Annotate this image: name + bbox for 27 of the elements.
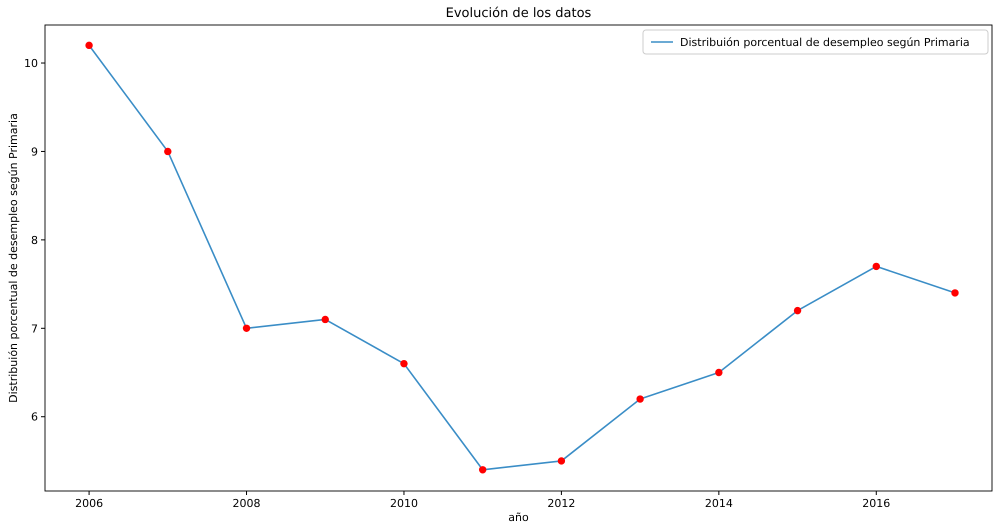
point <box>242 324 250 332</box>
y-tick-label: 10 <box>24 57 38 70</box>
point <box>85 42 93 50</box>
x-tick-label: 2014 <box>704 497 733 510</box>
point <box>400 360 408 368</box>
legend-label: Distribuión porcentual de desempleo según Primaria <box>680 36 970 49</box>
point <box>715 368 723 376</box>
point <box>164 148 172 156</box>
x-tick-label: 2006 <box>75 497 104 510</box>
point <box>794 306 802 314</box>
y-tick-label: 9 <box>31 145 38 158</box>
chart-title: Evolución de los datos <box>446 6 592 21</box>
y-tick-label: 8 <box>31 234 38 247</box>
x-axis-title: año <box>508 511 529 524</box>
point <box>636 395 644 403</box>
y-tick-label: 6 <box>31 410 38 424</box>
x-tick-label: 2010 <box>390 497 418 510</box>
point <box>322 316 329 324</box>
y-axis-title: Distribuión porcentual de desempleo según Primaria <box>7 113 20 403</box>
point <box>478 466 486 474</box>
point <box>558 457 566 465</box>
point <box>872 262 880 270</box>
point <box>951 289 959 297</box>
x-tick-label: 2012 <box>547 497 576 510</box>
y-tick-label: 7 <box>31 322 38 336</box>
x-tick-label: 2016 <box>862 497 890 510</box>
x-tick-label: 2008 <box>232 497 261 510</box>
